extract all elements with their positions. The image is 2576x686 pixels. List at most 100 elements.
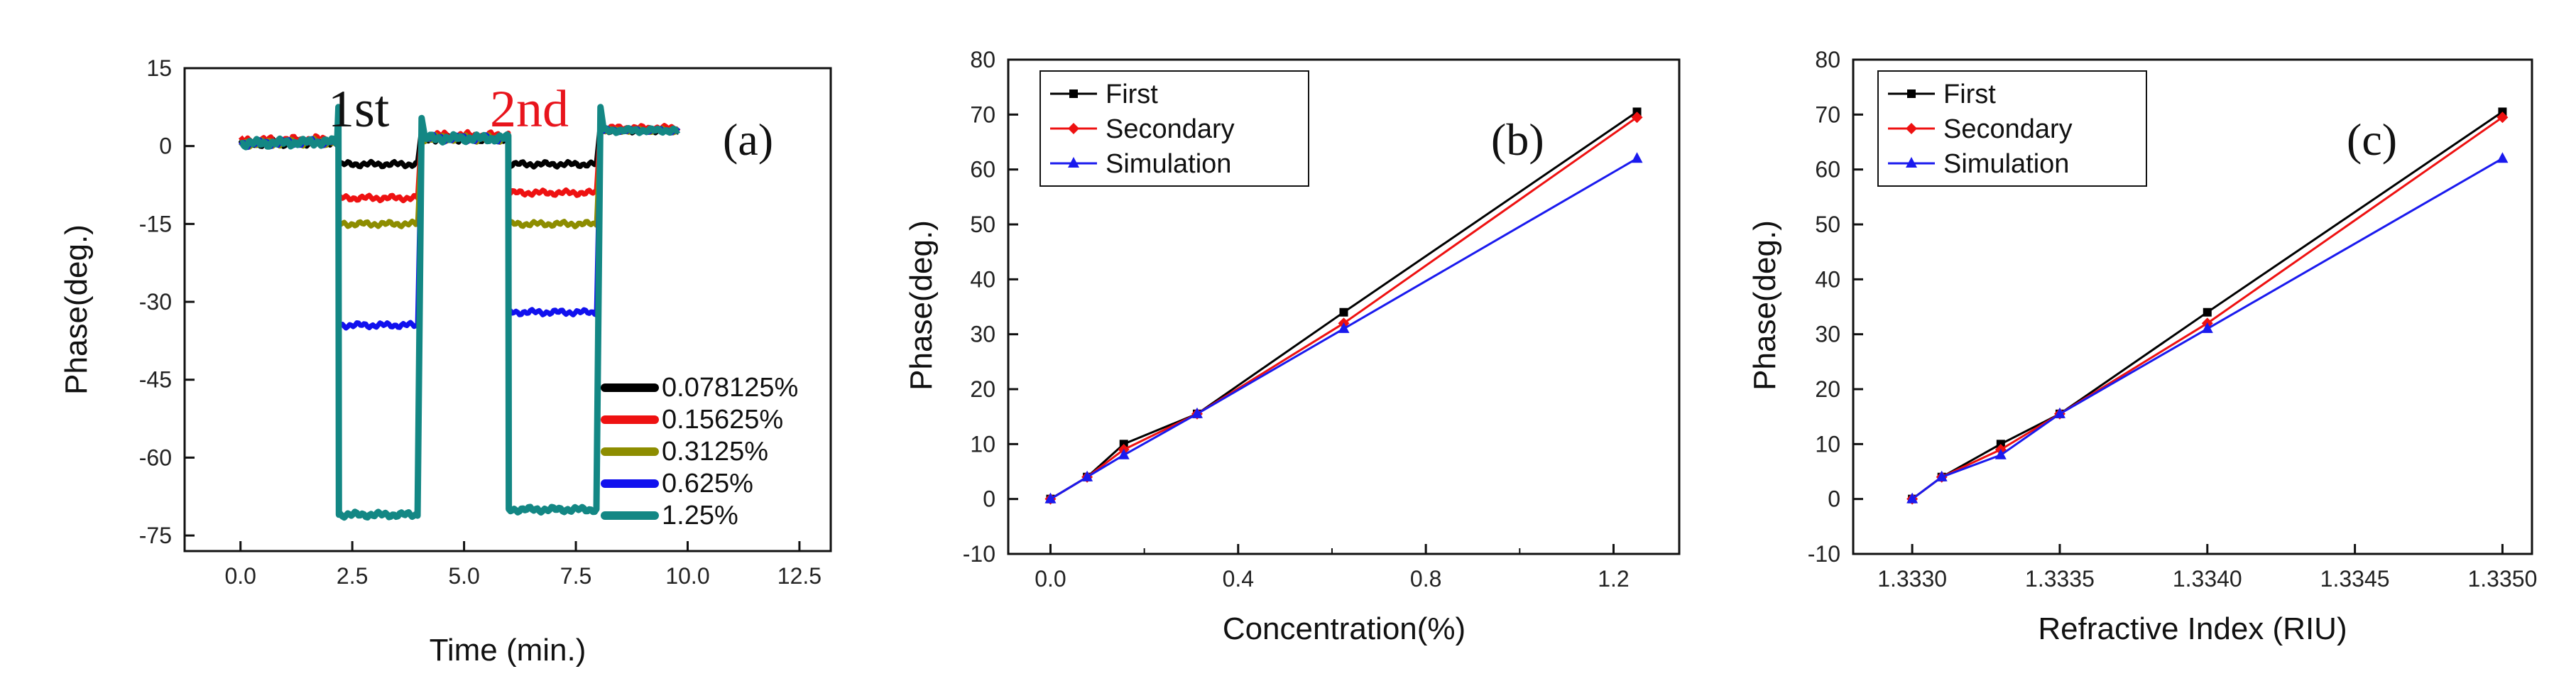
panel-b-label: (b)	[1491, 114, 1544, 165]
x-tick-label: 0.8	[1410, 566, 1441, 592]
y-tick-label: -75	[139, 523, 172, 548]
legend-label-first: First	[1106, 80, 1158, 109]
panel-c-ticks: 1.3330 1.3335 1.3340 1.3345 1.3350 80 70 60 50 40…	[1808, 47, 2538, 592]
panel-a-x-axis-title: Time (min.)	[430, 633, 586, 668]
panel-a-ticks: 0.0 2.5 5.0 7.5 10.0 12.5 15 0 -15 -30 -45 -60 -75	[139, 55, 822, 589]
panel-a-label: (a)	[723, 114, 773, 165]
x-tick-label: 0.4	[1223, 566, 1254, 592]
legend-label-simulation: Simulation	[1106, 149, 1231, 179]
data-point-simulation	[1118, 448, 1130, 459]
data-point-simulation	[1044, 492, 1057, 503]
panel-c-plot-frame	[1852, 58, 2533, 555]
legend-label-1.25%: 1.25%	[662, 501, 738, 530]
data-point-simulation	[1631, 152, 1643, 163]
data-point-simulation	[1191, 407, 1203, 418]
panel-b-y-axis-title: Phase(deg.)	[904, 220, 939, 391]
y-tick-label: 10	[1815, 431, 1840, 457]
y-tick-label: 60	[970, 157, 995, 183]
y-tick-label: 0	[983, 486, 995, 512]
legend-label-0.625%: 0.625%	[662, 469, 753, 499]
panel-b-ticks: 0.0 0.4 0.8 1.2 80 70 60 50 40 30 20 10 0 -10	[963, 47, 1630, 592]
panel-a-series-group	[238, 104, 681, 521]
data-point-simulation	[2496, 152, 2509, 163]
x-tick-label: 1.2	[1598, 566, 1629, 592]
x-tick-label: 1.3335	[2025, 566, 2095, 592]
data-point-first	[1339, 307, 1348, 317]
y-tick-label: 50	[970, 212, 995, 237]
legend-marker-secondary	[1068, 123, 1079, 134]
data-point-simulation	[1906, 492, 1919, 503]
panel-b-legend: First Secondary Simulation	[1039, 70, 1309, 187]
y-tick-label: 40	[970, 266, 995, 292]
panel-b-series-group	[1044, 107, 1643, 505]
y-tick-label: 60	[1815, 157, 1840, 183]
x-tick-label: 0.0	[224, 563, 256, 589]
panel-b-x-axis-title: Concentration(%)	[1223, 611, 1466, 646]
legend-marker-first	[1907, 89, 1916, 98]
y-tick-label: -10	[1808, 541, 1840, 567]
y-tick-label: 70	[970, 102, 995, 127]
legend-marker-simulation	[1906, 157, 1917, 168]
data-point-simulation	[1994, 448, 2007, 459]
annotation-second-cycle: 2nd	[490, 80, 569, 138]
data-point-first	[2203, 307, 2212, 317]
panel-c-y-axis-title: Phase(deg.)	[1747, 220, 1782, 391]
x-tick-label: 10.0	[665, 563, 709, 589]
series-line-1.25%	[239, 104, 681, 521]
legend-marker-first	[1069, 89, 1078, 98]
y-tick-label: 0	[1828, 486, 1840, 512]
x-tick-label: 1.3350	[2467, 566, 2537, 592]
series-line-0.625%	[239, 120, 681, 331]
data-point-simulation	[1936, 470, 1948, 481]
x-tick-label: 5.0	[448, 563, 479, 589]
y-tick-label: 80	[970, 47, 995, 72]
panel-a-y-axis-title: Phase(deg.)	[59, 224, 94, 395]
panel-c-x-axis-title: Refractive Index (RIU)	[2038, 611, 2347, 646]
annotation-first-cycle: 1st	[328, 80, 390, 138]
data-point-simulation	[2053, 407, 2065, 418]
legend-marker-simulation	[1068, 157, 1079, 168]
y-tick-label: 20	[970, 376, 995, 402]
legend-label-simulation: Simulation	[1943, 149, 2069, 179]
data-point-simulation	[1338, 322, 1350, 333]
legend-marker-secondary	[1906, 123, 1917, 134]
y-tick-label: 50	[1815, 212, 1840, 237]
legend-label-secondary: Secondary	[1943, 114, 2073, 144]
y-tick-label: 0	[159, 134, 172, 159]
panel-c-refractive-index: 1.3330 1.3335 1.3340 1.3345 1.3350 80 70 60 50 40…	[1747, 47, 2537, 646]
legend-label-first: First	[1943, 80, 1996, 109]
series-line-simulation	[1049, 157, 1638, 500]
y-tick-label: 30	[1815, 322, 1840, 347]
x-tick-label: 1.3330	[1877, 566, 1947, 592]
x-tick-label: 12.5	[777, 563, 822, 589]
y-tick-label: 70	[1815, 102, 1840, 127]
data-point-simulation	[1081, 470, 1093, 481]
panel-a-legend: 0.078125%0.15625%0.3125%0.625%1.25%	[601, 373, 798, 530]
y-tick-label: -60	[139, 445, 172, 470]
x-tick-label: 1.3340	[2173, 566, 2242, 592]
legend-label-secondary: Secondary	[1106, 114, 1235, 144]
panel-a-time-series: 0.0 2.5 5.0 7.5 10.0 12.5 15 0 -15 -30 -45 -60 -75 1…	[59, 55, 832, 668]
panel-c-series-group	[1906, 107, 2509, 505]
panel-a-plot-frame	[183, 67, 832, 552]
data-point-secondary	[1631, 111, 1643, 124]
y-tick-label: 30	[970, 322, 995, 347]
y-tick-label: -30	[139, 289, 172, 315]
panel-c-label: (c)	[2347, 114, 2397, 165]
legend-label-0.3125%: 0.3125%	[662, 437, 768, 467]
y-tick-label: 20	[1815, 376, 1840, 402]
data-point-simulation	[2201, 322, 2213, 333]
y-tick-label: 40	[1815, 266, 1840, 292]
y-tick-label: -15	[139, 211, 172, 236]
x-tick-label: 7.5	[560, 563, 591, 589]
x-tick-label: 1.3345	[2320, 566, 2390, 592]
legend-label-0.078125%: 0.078125%	[662, 373, 798, 403]
panel-b-concentration: 0.0 0.4 0.8 1.2 80 70 60 50 40 30 20 10 0 -10 First Se…	[904, 47, 1681, 646]
x-tick-label: 2.5	[337, 563, 368, 589]
legend-label-0.15625%: 0.15625%	[662, 405, 783, 435]
y-tick-label: -10	[963, 541, 995, 567]
panel-c-legend: First Secondary Simulation	[1877, 70, 2147, 187]
x-tick-label: 0.0	[1035, 566, 1066, 592]
y-tick-label: 80	[1815, 47, 1840, 72]
